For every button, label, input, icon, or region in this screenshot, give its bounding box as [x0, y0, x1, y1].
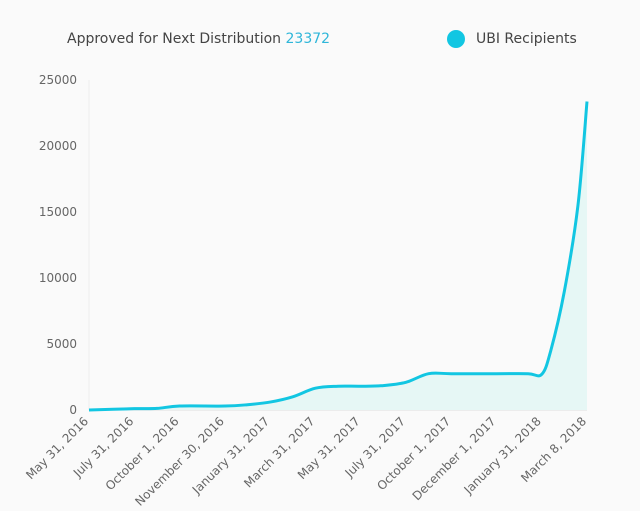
series-area: [89, 101, 587, 411]
x-tick-label: December 1, 2017: [410, 414, 499, 503]
y-tick-label: 20000: [39, 139, 77, 153]
series-line: [88, 101, 589, 412]
header-label: Approved for Next Distribution: [67, 31, 282, 47]
legend-item[interactable]: UBI Recipients: [447, 30, 577, 48]
y-tick-label: 5000: [46, 337, 77, 351]
x-tick-label: November 30, 2016: [132, 414, 227, 509]
chart-header: Approved for Next Distribution 23372: [67, 31, 330, 47]
x-tick-label: January 31, 2017: [189, 414, 272, 497]
y-tick-label: 25000: [39, 73, 77, 87]
header-value: 23372: [285, 31, 331, 47]
x-tick-label: January 31, 2018: [461, 414, 544, 497]
legend-label: UBI Recipients: [476, 31, 577, 47]
y-tick-label: 15000: [39, 205, 77, 219]
y-tick-label: 0: [69, 403, 77, 417]
legend-dot-icon: [447, 30, 465, 48]
y-tick-label: 10000: [39, 271, 77, 285]
